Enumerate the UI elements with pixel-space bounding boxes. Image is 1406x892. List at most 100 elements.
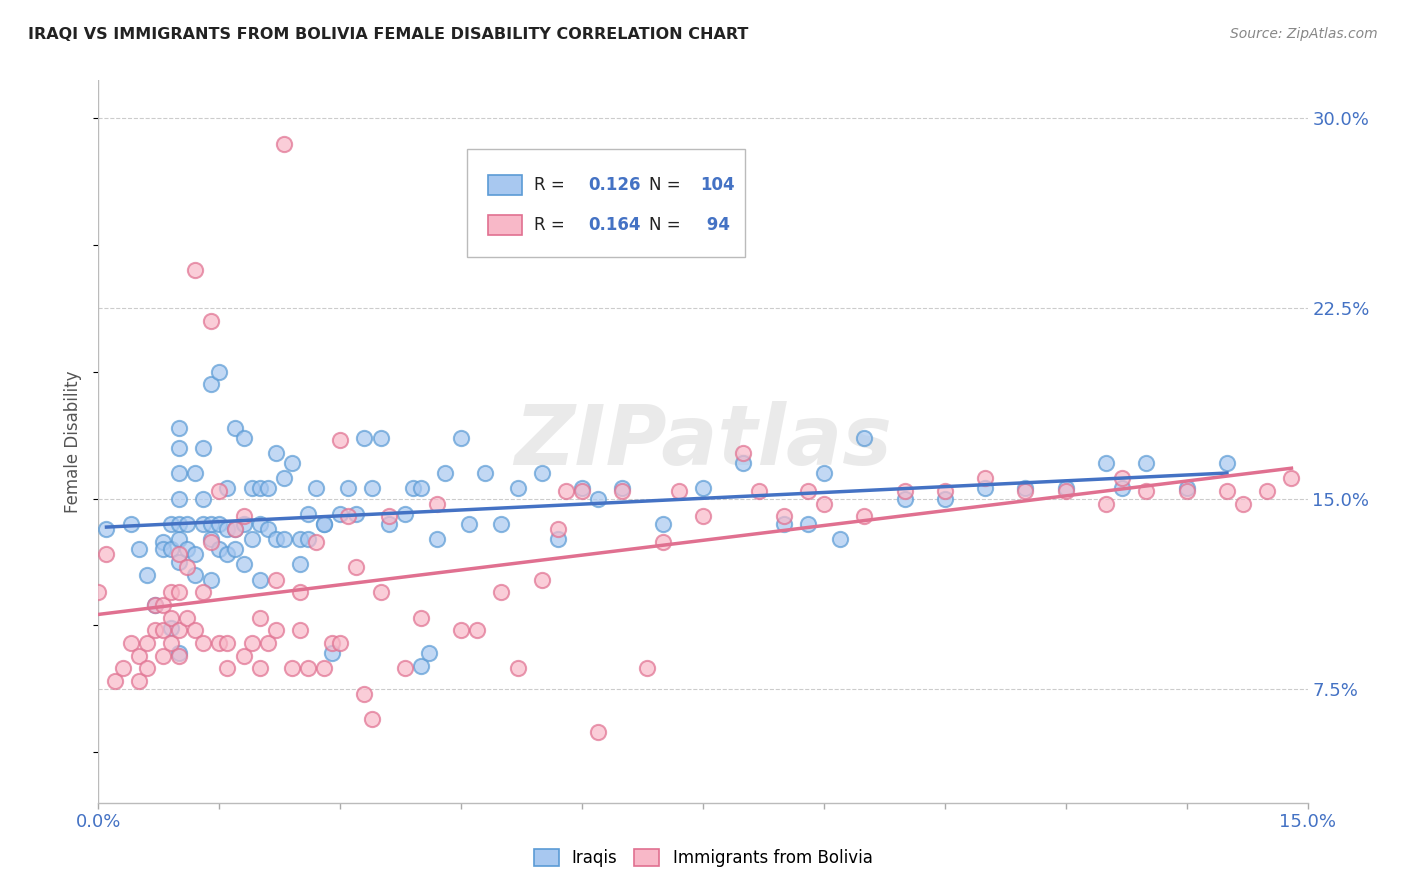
Point <box>314 516 336 531</box>
Point <box>96 547 118 561</box>
Point <box>224 420 246 434</box>
Point <box>1095 456 1118 470</box>
Point <box>853 431 876 445</box>
Point <box>217 482 239 496</box>
Point <box>152 598 174 612</box>
Point <box>120 636 142 650</box>
Point <box>135 661 157 675</box>
Text: N =: N = <box>648 176 686 194</box>
Point <box>232 648 254 663</box>
Text: R =: R = <box>534 216 569 234</box>
Point <box>249 516 271 531</box>
Point <box>733 456 755 470</box>
Point <box>264 446 287 460</box>
Point <box>167 547 190 561</box>
Point <box>797 516 820 531</box>
Point <box>1054 482 1077 496</box>
Point <box>208 516 231 531</box>
Point <box>571 483 593 498</box>
Point <box>120 516 142 531</box>
Point <box>217 547 239 561</box>
Point <box>128 648 150 663</box>
Point <box>273 532 295 546</box>
Point <box>208 365 231 379</box>
Point <box>353 431 375 445</box>
Point <box>232 509 254 524</box>
Point <box>458 516 481 531</box>
Point <box>224 542 246 557</box>
Text: R =: R = <box>534 176 569 194</box>
Point <box>1232 497 1254 511</box>
Point <box>297 507 319 521</box>
Point <box>465 624 488 638</box>
Point <box>813 467 835 481</box>
Point <box>974 471 997 485</box>
Point <box>893 483 915 498</box>
Point <box>193 585 215 599</box>
Point <box>143 598 166 612</box>
Point <box>1281 471 1303 485</box>
Point <box>305 534 328 549</box>
Point <box>506 661 529 675</box>
Point <box>409 611 432 625</box>
Point <box>651 516 673 531</box>
Point <box>329 434 352 448</box>
Point <box>370 431 392 445</box>
Point <box>893 491 915 506</box>
Point <box>450 431 472 445</box>
Point <box>232 516 254 531</box>
Point <box>305 482 328 496</box>
Point <box>370 585 392 599</box>
Point <box>128 542 150 557</box>
Point <box>1014 482 1036 496</box>
Point <box>167 585 190 599</box>
Point <box>273 471 295 485</box>
Point <box>394 661 416 675</box>
Point <box>491 585 513 599</box>
Point <box>152 624 174 638</box>
Point <box>232 558 254 572</box>
Point <box>337 482 360 496</box>
Point <box>264 573 287 587</box>
Point <box>828 532 851 546</box>
Point <box>321 636 343 650</box>
Point <box>1111 471 1133 485</box>
Point <box>1175 482 1198 496</box>
Point <box>651 534 673 549</box>
Point <box>344 507 367 521</box>
Legend: Iraqis, Immigrants from Bolivia: Iraqis, Immigrants from Bolivia <box>527 842 879 874</box>
Point <box>264 624 287 638</box>
Point <box>329 636 352 650</box>
Point <box>193 491 215 506</box>
Point <box>361 482 384 496</box>
Point <box>314 661 336 675</box>
Point <box>167 516 190 531</box>
Point <box>288 532 311 546</box>
Point <box>288 624 311 638</box>
Point <box>167 420 190 434</box>
Point <box>167 555 190 569</box>
Point <box>314 516 336 531</box>
Point <box>506 482 529 496</box>
Point <box>450 624 472 638</box>
Point <box>491 516 513 531</box>
Point <box>256 636 278 650</box>
Point <box>160 585 183 599</box>
Point <box>193 441 215 455</box>
Point <box>176 611 198 625</box>
Point <box>167 646 190 660</box>
Point <box>160 611 183 625</box>
Point <box>426 532 449 546</box>
Point <box>409 482 432 496</box>
Point <box>934 491 956 506</box>
FancyBboxPatch shape <box>488 175 522 195</box>
Point <box>184 263 207 277</box>
Point <box>772 516 794 531</box>
Point <box>167 441 190 455</box>
Point <box>208 542 231 557</box>
Point <box>135 567 157 582</box>
Point <box>1175 483 1198 498</box>
Point <box>224 522 246 536</box>
Point <box>636 661 658 675</box>
Point <box>256 482 278 496</box>
